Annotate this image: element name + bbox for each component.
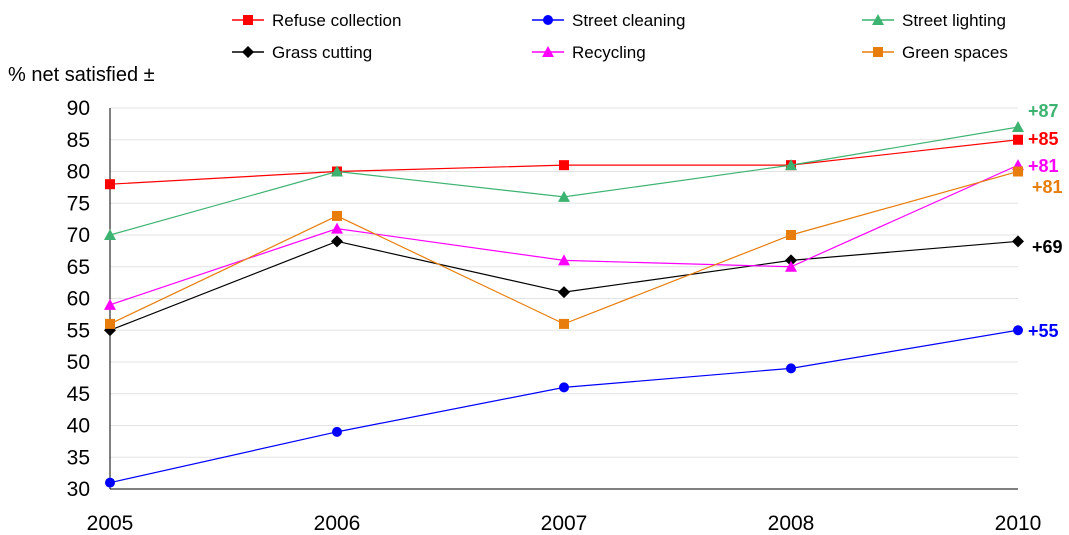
end-value-label: +81 bbox=[1028, 156, 1059, 176]
data-point bbox=[786, 363, 796, 374]
series-street-cleaning: +55 bbox=[105, 321, 1059, 488]
data-point bbox=[785, 260, 797, 272]
data-point bbox=[558, 254, 570, 266]
series-recycling: +81 bbox=[104, 156, 1059, 310]
y-tick-label: 60 bbox=[67, 288, 90, 311]
y-axis-label: % net satisfied ± bbox=[8, 64, 155, 86]
legend-item-recycling: Recycling bbox=[532, 43, 646, 62]
end-value-label: +81 bbox=[1032, 177, 1063, 197]
data-point bbox=[1012, 121, 1024, 133]
x-tick-label: 2010 bbox=[995, 512, 1042, 535]
legend-item-street-cleaning: Street cleaning bbox=[532, 11, 685, 30]
y-tick-label: 50 bbox=[67, 351, 90, 374]
legend-label: Recycling bbox=[572, 43, 646, 62]
data-point bbox=[331, 235, 343, 248]
y-tick-label: 75 bbox=[67, 192, 90, 215]
y-tick-label: 80 bbox=[67, 161, 90, 184]
gridlines bbox=[110, 107, 1018, 458]
data-point bbox=[105, 318, 115, 329]
series-green-spaces: +81 bbox=[105, 166, 1063, 329]
legend-marker bbox=[873, 47, 883, 57]
legend-marker bbox=[543, 15, 553, 25]
series-street-lighting: +87 bbox=[104, 101, 1059, 240]
data-point bbox=[558, 286, 570, 299]
y-tick-label: 90 bbox=[67, 97, 90, 120]
x-tick-label: 2008 bbox=[768, 512, 815, 535]
legend-label: Green spaces bbox=[902, 43, 1008, 62]
data-point bbox=[1013, 166, 1023, 177]
legend-item-green-spaces: Green spaces bbox=[862, 43, 1008, 62]
data-point bbox=[786, 230, 796, 240]
data-point bbox=[332, 210, 342, 221]
data-point bbox=[104, 229, 116, 240]
legend-label: Street cleaning bbox=[572, 11, 685, 30]
legend-item-refuse-collection: Refuse collection bbox=[232, 11, 401, 30]
legend-label: Refuse collection bbox=[272, 11, 401, 30]
y-tick-label: 45 bbox=[67, 383, 90, 406]
data-point bbox=[559, 382, 569, 393]
legend-marker bbox=[542, 46, 554, 57]
y-tick-label: 55 bbox=[67, 319, 90, 342]
legend-label: Grass cutting bbox=[272, 43, 372, 62]
legend-marker bbox=[242, 46, 254, 58]
legend-marker bbox=[243, 15, 253, 25]
x-tick-label: 2007 bbox=[541, 512, 588, 535]
end-value-label: +85 bbox=[1028, 129, 1059, 149]
data-point bbox=[558, 190, 570, 202]
legend-item-street-lighting: Street lighting bbox=[862, 11, 1006, 30]
data-point bbox=[559, 318, 569, 329]
data-point bbox=[785, 159, 797, 171]
data-point bbox=[1013, 325, 1023, 336]
data-point bbox=[331, 165, 343, 177]
y-tick-label: 40 bbox=[67, 415, 90, 438]
data-point bbox=[559, 160, 569, 171]
y-tick-label: 65 bbox=[67, 256, 90, 279]
data-point bbox=[105, 179, 115, 190]
data-point bbox=[1012, 235, 1024, 248]
end-value-label: +55 bbox=[1028, 321, 1059, 341]
x-tick-label: 2005 bbox=[87, 512, 134, 535]
y-tick-label: 35 bbox=[67, 446, 90, 469]
axes: 30 35 40 45 50 55 60 65 70 75 80 85 90 2005 2006 2007 20… bbox=[67, 97, 1042, 535]
data-point bbox=[104, 298, 116, 310]
end-value-label: +87 bbox=[1028, 101, 1059, 121]
end-value-label: +69 bbox=[1032, 237, 1063, 257]
y-tick-label: 30 bbox=[67, 478, 90, 501]
series-grass-cutting: +69 bbox=[104, 235, 1063, 337]
data-point bbox=[105, 477, 115, 488]
legend: Refuse collection Street cleaning Street l… bbox=[232, 11, 1008, 62]
series-group: +85 +55 +87 +69 +81+81 bbox=[104, 101, 1063, 488]
data-point bbox=[785, 254, 797, 267]
legend-item-grass-cutting: Grass cutting bbox=[232, 43, 372, 62]
data-point bbox=[332, 426, 342, 437]
series-line bbox=[109, 126, 1019, 236]
data-point bbox=[331, 222, 343, 234]
legend-label: Street lighting bbox=[902, 11, 1006, 30]
y-tick-label: 70 bbox=[67, 224, 90, 247]
series-line bbox=[109, 329, 1019, 484]
y-tick-label: 85 bbox=[67, 129, 90, 152]
x-tick-label: 2006 bbox=[314, 512, 361, 535]
series-refuse-collection: +85 bbox=[105, 129, 1059, 190]
data-point bbox=[1013, 134, 1023, 145]
legend-marker bbox=[872, 14, 884, 25]
